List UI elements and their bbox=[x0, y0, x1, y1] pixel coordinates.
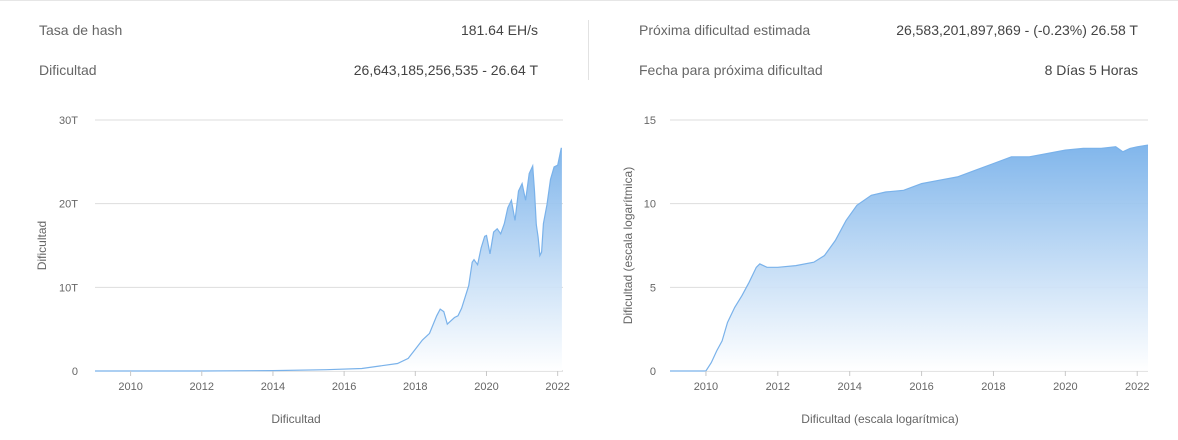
difficulty-log-y-tick: 5 bbox=[650, 282, 656, 294]
difficulty-value: 26,643,185,256,535 - 26.64 T bbox=[353, 62, 538, 78]
difficulty-log-x-tick: 2022 bbox=[1125, 381, 1149, 393]
next-difficulty-value: 26,583,201,897,869 - (-0.23%) 26.58 T bbox=[896, 22, 1138, 38]
difficulty-y-axis-title: Dificultad bbox=[35, 221, 49, 270]
difficulty-log-chart: 0 5 10 15 2010 2012 2014 2016 2018 2020 2022 Dificu… bbox=[621, 115, 1149, 426]
difficulty-log-y-tick: 0 bbox=[650, 366, 656, 378]
difficulty-area bbox=[95, 148, 562, 371]
difficulty-x-tick: 2010 bbox=[118, 381, 142, 393]
difficulty-chart: 0 10T 20T 30T 2010 2012 2014 2016 2018 2020 2022 Di… bbox=[35, 115, 570, 426]
difficulty-x-tick: 2018 bbox=[403, 381, 427, 393]
difficulty-log-x-tick: 2018 bbox=[981, 381, 1005, 393]
difficulty-series-line bbox=[95, 147, 562, 372]
difficulty-y-tick: 10T bbox=[59, 282, 78, 294]
difficulty-log-area bbox=[670, 145, 1148, 371]
top-divider bbox=[0, 0, 1178, 1]
difficulty-x-tick: 2012 bbox=[190, 381, 214, 393]
difficulty-log-x-tick: 2016 bbox=[909, 381, 933, 393]
difficulty-log-x-tick: 2012 bbox=[766, 381, 790, 393]
hash-rate-label: Tasa de hash bbox=[39, 22, 123, 38]
difficulty-x-tick: 2020 bbox=[474, 381, 498, 393]
difficulty-log-x-tick: 2010 bbox=[694, 381, 718, 393]
difficulty-log-x-tick: 2014 bbox=[837, 381, 861, 393]
next-date-label: Fecha para próxima dificultad bbox=[639, 62, 823, 78]
difficulty-log-y-tick: 15 bbox=[644, 115, 656, 127]
stats-divider bbox=[588, 20, 589, 80]
difficulty-y-tick: 0 bbox=[72, 366, 78, 378]
difficulty-log-y-tick: 10 bbox=[644, 199, 656, 211]
hash-rate-value: 181.64 EH/s bbox=[460, 22, 538, 38]
difficulty-x-tick: 2022 bbox=[545, 381, 569, 393]
difficulty-log-x-axis-title: Dificultad (escala logarítmica) bbox=[801, 412, 958, 426]
difficulty-y-tick: 30T bbox=[59, 115, 78, 127]
difficulty-log-y-axis-title: Dificultad (escala logarítmica) bbox=[621, 167, 635, 324]
difficulty-x-tick: 2016 bbox=[332, 381, 356, 393]
difficulty-y-tick: 20T bbox=[59, 199, 78, 211]
difficulty-log-series-line bbox=[670, 144, 1149, 372]
difficulty-label: Dificultad bbox=[39, 62, 97, 78]
difficulty-log-x-tick: 2020 bbox=[1053, 381, 1077, 393]
difficulty-x-axis-title: Dificultad bbox=[271, 412, 320, 426]
next-date-value: 8 Días 5 Horas bbox=[1044, 62, 1138, 78]
difficulty-x-tick: 2014 bbox=[261, 381, 285, 393]
next-difficulty-label: Próxima dificultad estimada bbox=[639, 22, 811, 38]
